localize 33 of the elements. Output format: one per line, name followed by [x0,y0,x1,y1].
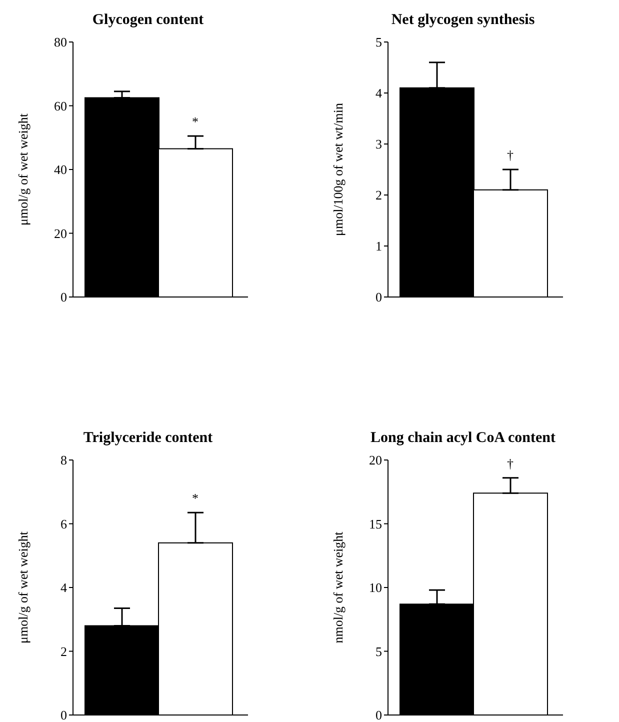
y-axis-title: μmol/g of wet weight [16,531,31,644]
y-tick-label: 2 [60,644,67,659]
y-tick-label: 0 [376,290,382,305]
y-tick-label: 15 [369,516,382,532]
y-tick-label: 10 [369,580,382,596]
chart-title: Glycogen content [91,12,205,29]
y-tick-label: 40 [54,162,67,178]
y-tick-label: 20 [369,452,382,468]
annotation: † [507,148,514,162]
annotation: * [192,490,198,506]
y-tick-label: 5 [376,34,382,50]
y-tick-label: 5 [376,644,382,659]
y-tick-label: 0 [376,708,382,722]
y-tick-label: 8 [60,452,67,468]
y-tick-label: 0 [60,708,67,722]
annotation: † [507,456,514,471]
y-tick-label: 20 [54,226,67,241]
y-tick-label: 0 [60,290,67,305]
y-tick-label: 60 [54,98,67,114]
chart-title: Net glycogen synthesis [390,12,536,29]
y-axis-title: μmol/100g of wet wt/min [330,102,346,236]
chart-title: Triglyceride content [82,430,214,447]
y-tick-label: 3 [376,136,382,152]
chart-title: Long chain acyl CoA content [369,430,556,447]
y-tick-label: 80 [54,34,67,50]
annotation: * [192,114,198,130]
y-axis-title: μmol/g of wet weight [16,113,31,226]
y-axis-title: nmol/g of wet weight [330,531,346,644]
y-tick-label: 4 [60,580,68,596]
y-tick-label: 4 [376,86,382,101]
y-tick-label: 1 [376,238,382,254]
y-tick-label: 2 [376,188,382,203]
y-tick-label: 6 [60,516,68,532]
